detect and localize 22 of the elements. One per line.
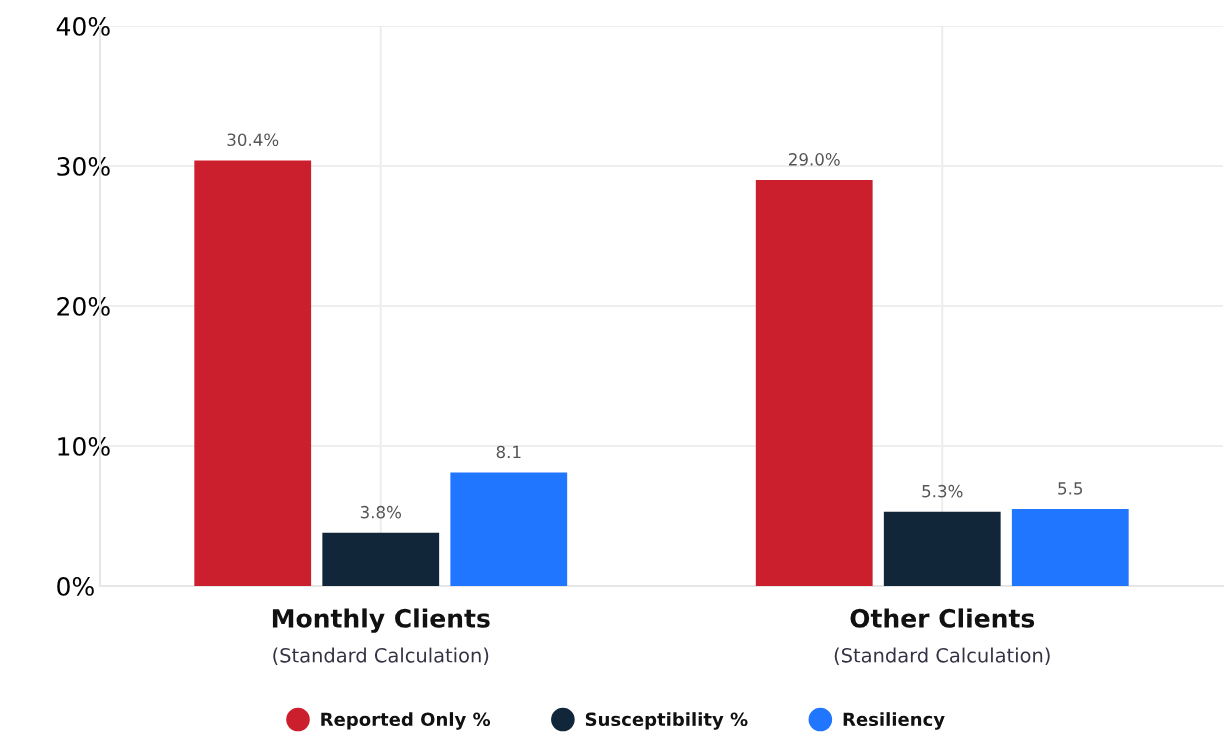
data-label: 29.0% — [788, 153, 840, 166]
bar — [322, 532, 440, 586]
data-label: 8.1 — [496, 445, 521, 459]
legend-label: Resiliency — [843, 712, 945, 730]
bar — [755, 180, 873, 586]
legend-label: Susceptibility % — [585, 712, 748, 730]
data-label: 3.8% — [360, 505, 401, 519]
x-tick-label: Monthly Clients (Standard Calculation) — [272, 608, 490, 665]
y-tick-label: 10% — [58, 436, 110, 456]
bar — [194, 160, 312, 586]
bar — [450, 472, 568, 586]
data-label: 30.4% — [227, 133, 279, 147]
y-tick-label: 20% — [57, 296, 110, 316]
bar — [883, 511, 1001, 586]
bar — [1011, 509, 1129, 586]
legend-label: Reported Only % — [321, 712, 491, 730]
y-tick-label: 40% — [56, 16, 110, 36]
y-tick-label: 0% — [57, 576, 94, 596]
data-label: 5.3% — [922, 484, 963, 498]
data-label: 5.5 — [1058, 482, 1083, 495]
y-tick-label: 30% — [57, 156, 110, 176]
x-tick-label: Other Clients (Standard Calculation) — [834, 608, 1050, 665]
